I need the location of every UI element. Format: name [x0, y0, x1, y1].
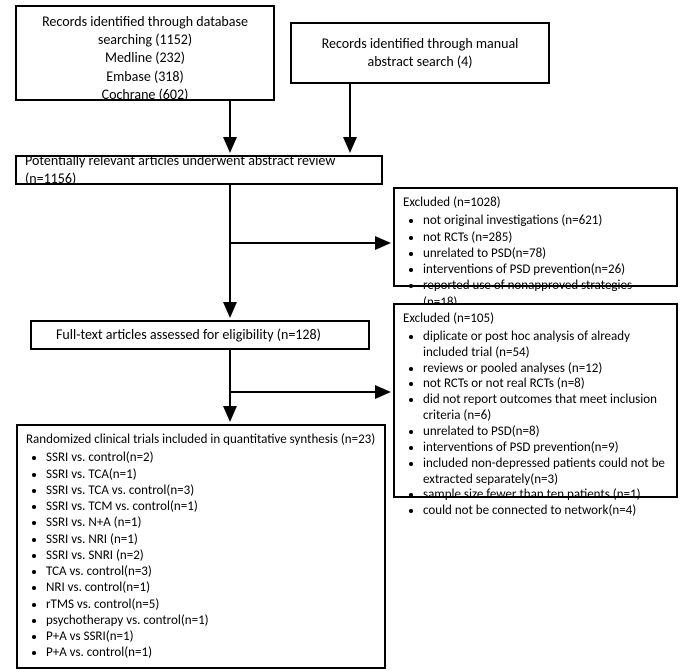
- excluded-1-item-2: unrelated to PSD(n=78): [423, 246, 668, 262]
- full-text-text: Full-text articles assessed for eligibil…: [56, 326, 321, 344]
- box-full-text: Full-text articles assessed for eligibil…: [30, 320, 370, 350]
- excluded-2-item-2: not RCTs or not real RCTs (n=8): [423, 376, 668, 392]
- db-search-line-4: Cochrane (602): [25, 86, 265, 104]
- included-item-12: P+A vs. control(n=1): [46, 645, 376, 661]
- included-item-5: SSRI vs. NRI (n=1): [46, 532, 376, 548]
- included-item-2: SSRI vs. TCA vs. control(n=3): [46, 483, 376, 499]
- excluded-2-item-1: reviews or pooled analyses (n=12): [423, 361, 668, 377]
- excluded-1-title: Excluded (n=1028): [403, 195, 668, 211]
- included-item-3: SSRI vs. TCM vs. control(n=1): [46, 499, 376, 515]
- box-db-search: Records identified through database sear…: [15, 5, 275, 101]
- included-item-8: NRI vs. control(n=1): [46, 580, 376, 596]
- box-abstract-review: Potentially relevant articles underwent …: [15, 155, 383, 185]
- db-search-line-2: Medline (232): [25, 49, 265, 67]
- manual-search-line-1: abstract search (4): [300, 53, 540, 71]
- included-title: Randomized clinical trials included in q…: [26, 432, 376, 448]
- included-item-9: rTMS vs. control(n=5): [46, 597, 376, 613]
- excluded-1-item-3: interventions of PSD prevention(n=26): [423, 262, 668, 278]
- excluded-1-item-1: not RCTs (n=285): [423, 230, 668, 246]
- box-excluded-2: Excluded (n=105) diplicate or post hoc a…: [393, 303, 678, 498]
- excluded-2-item-4: unrelated to PSD(n=8): [423, 424, 668, 440]
- excluded-2-item-3: did not report outcomes that meet inclus…: [423, 392, 668, 424]
- included-item-11: P+A vs SSRI(n=1): [46, 629, 376, 645]
- db-search-line-0: Records identified through database: [25, 13, 265, 31]
- box-excluded-1: Excluded (n=1028) not original investiga…: [393, 187, 678, 287]
- excluded-2-item-0: diplicate or post hoc analysis of alread…: [423, 329, 668, 361]
- excluded-2-item-7: sample size fewer than ten patients (n=1…: [423, 487, 668, 503]
- excluded-2-title: Excluded (n=105): [403, 311, 668, 327]
- abstract-review-text: Potentially relevant articles underwent …: [25, 152, 373, 188]
- excluded-2-item-5: interventions of PSD prevention(n=9): [423, 440, 668, 456]
- included-item-0: SSRI vs. control(n=2): [46, 450, 376, 466]
- excluded-2-item-8: could not be connected to network(n=4): [423, 503, 668, 519]
- box-included: Randomized clinical trials included in q…: [16, 424, 386, 669]
- included-item-10: psychotherapy vs. control(n=1): [46, 613, 376, 629]
- excluded-2-item-6: included non-depressed patients could no…: [423, 456, 668, 488]
- included-list: SSRI vs. control(n=2) SSRI vs. TCA(n=1) …: [26, 450, 376, 661]
- box-manual-search: Records identified through manual abstra…: [290, 22, 550, 84]
- excluded-2-list: diplicate or post hoc analysis of alread…: [403, 329, 668, 519]
- db-search-line-1: searching (1152): [25, 31, 265, 49]
- included-item-4: SSRI vs. N+A (n=1): [46, 515, 376, 531]
- included-item-6: SSRI vs. SNRI (n=2): [46, 548, 376, 564]
- manual-search-line-0: Records identified through manual: [300, 35, 540, 53]
- included-item-1: SSRI vs. TCA(n=1): [46, 467, 376, 483]
- included-item-7: TCA vs. control(n=3): [46, 564, 376, 580]
- db-search-line-3: Embase (318): [25, 68, 265, 86]
- excluded-1-item-0: not original investigations (n=621): [423, 213, 668, 229]
- excluded-1-list: not original investigations (n=621) not …: [403, 213, 668, 311]
